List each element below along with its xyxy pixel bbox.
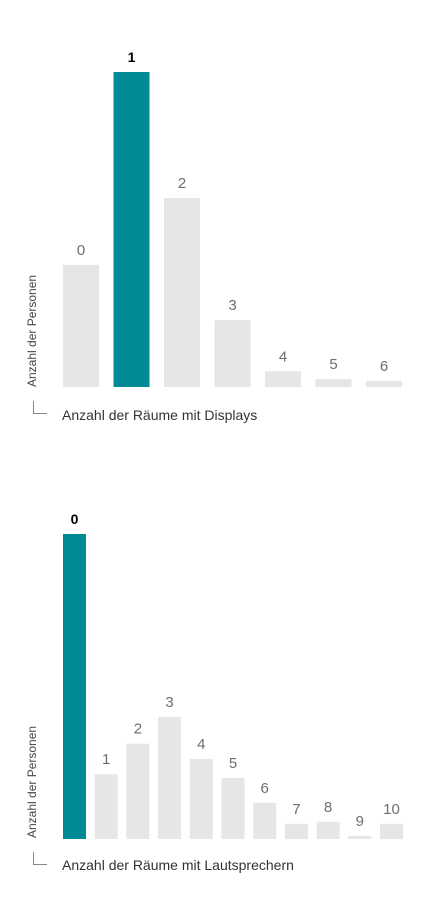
chart-speakers: 0 1 2 3 4 5 6 7 8 9 10 Anzahl der Personen Anzahl … [0, 470, 432, 920]
bar-label-9: 9 [356, 813, 364, 830]
chart-displays-svg: 0 1 2 3 4 5 6 Anzahl der Personen Anzahl der R… [25, 49, 402, 423]
chart-displays: 0 1 2 3 4 5 6 Anzahl der Personen Anzahl der R… [0, 0, 432, 440]
bar-4 [189, 758, 213, 839]
bars-group [63, 72, 402, 388]
bar-label-6: 6 [380, 358, 388, 375]
bar-1 [94, 774, 118, 839]
bar-label-0: 0 [77, 242, 85, 259]
bar-5 [315, 379, 352, 387]
bar-label-3: 3 [165, 694, 173, 711]
bar-label-5: 5 [229, 755, 237, 772]
bar-3 [158, 717, 182, 839]
bar-label-6: 6 [261, 780, 269, 797]
bar-label-1: 1 [128, 49, 136, 65]
bar-1 [113, 72, 150, 387]
bar-7 [284, 823, 308, 840]
bar-labels-group: 0 1 2 3 4 5 6 [77, 49, 388, 375]
bars-group [63, 534, 403, 840]
bar-label-5: 5 [329, 356, 337, 373]
axis-corner [33, 852, 47, 865]
bar-8 [316, 821, 340, 839]
bar-label-8: 8 [324, 799, 332, 816]
chart-speakers-svg: 0 1 2 3 4 5 6 7 8 9 10 Anzahl der Personen Anzahl … [25, 511, 403, 873]
bar-label-4: 4 [197, 736, 205, 753]
bar-label-4: 4 [279, 348, 287, 365]
bar-6 [366, 381, 402, 387]
bar-label-10: 10 [383, 801, 400, 818]
bar-label-7: 7 [292, 801, 300, 818]
bar-labels-group: 0 1 2 3 4 5 6 7 8 9 10 [71, 511, 400, 830]
bar-label-0: 0 [71, 511, 79, 527]
bar-label-1: 1 [102, 751, 110, 768]
bar-5 [221, 778, 245, 839]
bar-2 [126, 743, 150, 839]
bar-2 [164, 198, 200, 387]
bar-9 [348, 835, 372, 839]
y-axis-label: Anzahl der Personen [25, 275, 39, 387]
axis-corner [33, 401, 47, 414]
bar-6 [253, 802, 277, 839]
bar-4 [265, 371, 301, 388]
bar-label-2: 2 [134, 721, 142, 738]
bar-label-3: 3 [228, 297, 236, 314]
y-axis-label: Anzahl der Personen [25, 726, 39, 838]
bar-10 [380, 823, 403, 840]
x-axis-label: Anzahl der Räume mit Lautsprechern [62, 857, 294, 873]
bar-0 [63, 534, 86, 839]
bar-0 [63, 264, 99, 387]
x-axis-label: Anzahl der Räume mit Displays [62, 407, 257, 423]
bar-3 [214, 320, 251, 387]
bar-label-2: 2 [178, 175, 186, 192]
